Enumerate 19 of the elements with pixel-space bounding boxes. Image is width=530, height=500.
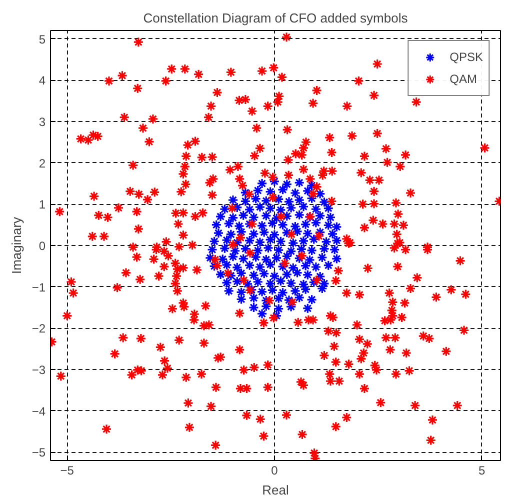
x-tick-label: 5 <box>478 464 486 478</box>
y-tick-label: 3 <box>38 114 46 129</box>
x-tick-label: 0 <box>271 464 278 478</box>
x-tick-label: −5 <box>60 464 74 478</box>
legend-label: QPSK <box>450 50 483 64</box>
y-tick-label: −4 <box>32 404 46 418</box>
legend-label: QAM <box>450 72 477 86</box>
y-tick-label: 5 <box>38 32 46 46</box>
x-axis-title: Real <box>262 482 289 498</box>
y-tick-label: −5 <box>32 446 46 460</box>
chart-title: Constellation Diagram of CFO added symbols <box>143 10 408 26</box>
y-tick-label: −1 <box>32 280 46 294</box>
y-tick-label: 4 <box>38 74 46 88</box>
y-tick-label: 2 <box>38 156 46 170</box>
y-axis-title: Imaginary <box>8 216 24 274</box>
y-tick-label: 1 <box>38 198 46 212</box>
y-tick-label: −3 <box>32 363 46 378</box>
y-tick-label: 0 <box>38 239 46 253</box>
y-tick-label: −2 <box>32 322 46 336</box>
